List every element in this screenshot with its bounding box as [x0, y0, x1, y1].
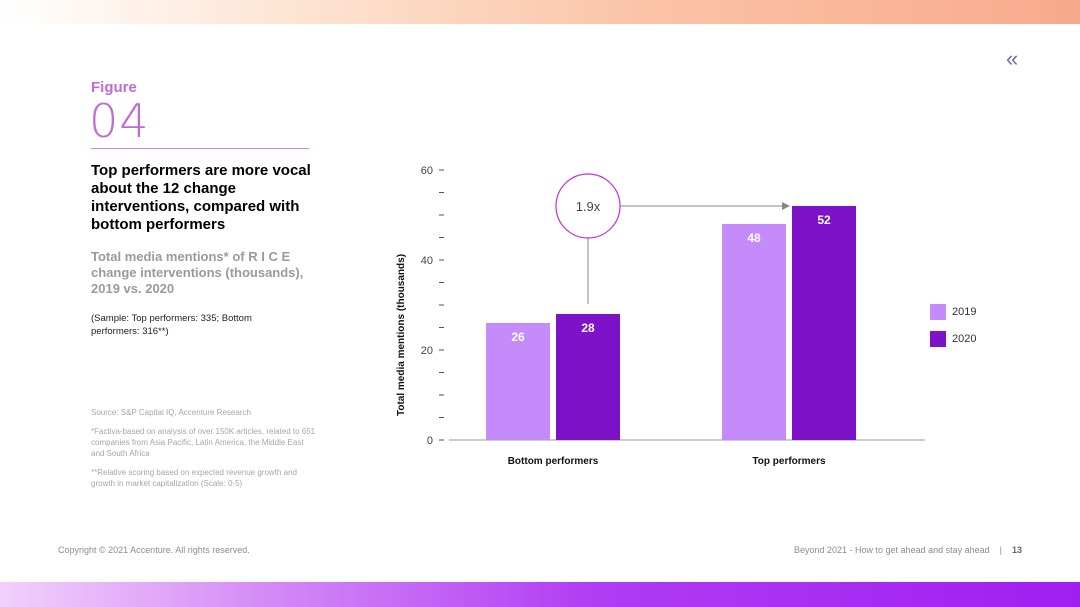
- legend-item-2019: 2019: [930, 304, 976, 320]
- y-tick-label: 60: [421, 165, 433, 177]
- chart-subtitle: Total media mentions* of R I C E change …: [91, 249, 304, 296]
- bar-2020-0: [556, 314, 620, 440]
- data-label: 48: [747, 231, 761, 245]
- x-category-label: Bottom performers: [508, 456, 599, 467]
- figure-label: Figure: [91, 79, 137, 96]
- annotation-circle: [555, 173, 621, 239]
- bar-2019-0: [486, 323, 550, 440]
- y-tick-label: 40: [421, 255, 433, 267]
- y-axis-label: Total media mentions (thousands): [396, 254, 407, 416]
- double-chevron-left-icon[interactable]: «: [1006, 46, 1019, 71]
- chart-legend: 2019 2020: [930, 304, 976, 358]
- sample-note: (Sample: Top performers: 335; Bottom per…: [91, 313, 252, 337]
- page-number: 13: [1011, 545, 1022, 555]
- data-label: 52: [817, 213, 831, 227]
- bar-2020-1: [792, 206, 856, 440]
- data-label: 28: [581, 321, 595, 335]
- figure-number: 04: [89, 94, 150, 148]
- legend-swatch-2020: [930, 331, 946, 347]
- footer-separator: |: [999, 545, 1002, 555]
- legend-label-2020: 2020: [952, 333, 977, 345]
- figure-divider: [91, 148, 309, 149]
- footer-report: Beyond 2021 - How to get ahead and stay …: [794, 545, 1022, 555]
- annotation-arrow-head: [782, 202, 790, 210]
- footnotes: Source: S&P Capital IQ, Accenture Resear…: [91, 407, 316, 497]
- chart-title: Top performers are more vocal about the …: [91, 162, 311, 233]
- legend-swatch-2019: [930, 304, 946, 320]
- x-category-label: Top performers: [752, 456, 826, 467]
- bar-2019-1: [722, 224, 786, 440]
- y-tick-label: 20: [421, 345, 433, 357]
- copyright-text: Copyright © 2021 Accenture. All rights r…: [58, 545, 250, 555]
- footnote-1: *Factiva-based on analysis of over 150K …: [91, 427, 316, 458]
- annotation-label: 1.9x: [576, 199, 601, 214]
- report-title: Beyond 2021 - How to get ahead and stay …: [793, 545, 990, 555]
- y-tick-label: 0: [427, 435, 433, 447]
- legend-item-2020: 2020: [930, 331, 976, 347]
- footnote-2: **Relative scoring based on expected rev…: [91, 468, 297, 488]
- bottom-gradient-band: [0, 582, 1080, 607]
- data-label: 26: [511, 330, 525, 344]
- source-note: Source: S&P Capital IQ, Accenture Resear…: [91, 408, 251, 417]
- legend-label-2019: 2019: [952, 306, 977, 318]
- top-gradient-band: [0, 0, 1080, 24]
